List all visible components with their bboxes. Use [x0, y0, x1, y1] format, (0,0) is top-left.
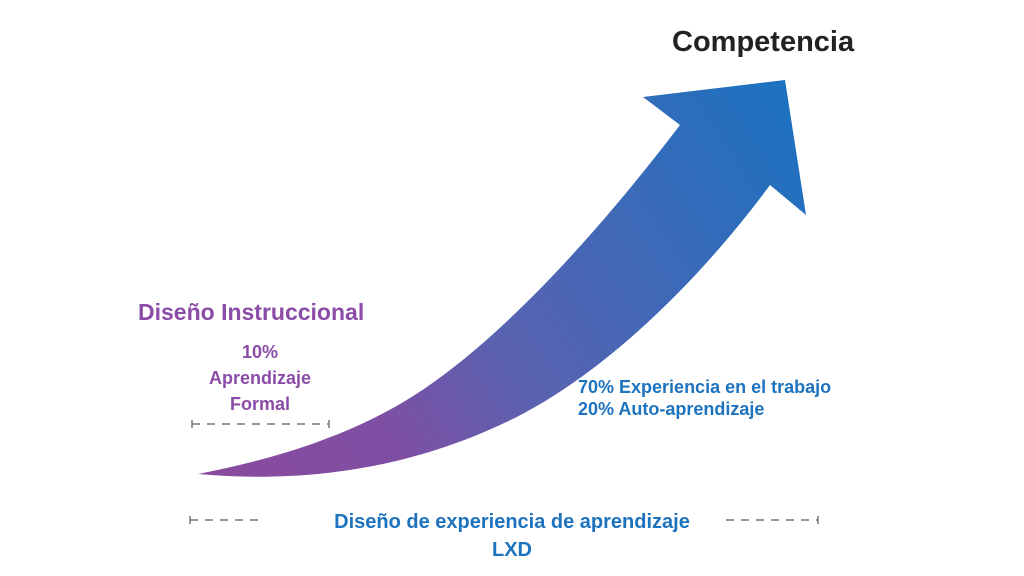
formal-line-3: Formal — [229, 394, 290, 414]
lxd-line-2: LXD — [492, 539, 532, 561]
bottom-left-dashed-line — [189, 516, 262, 524]
self-learning-label: 20% Auto-aprendizaje — [578, 399, 765, 419]
experience-labels: 70% Experiencia en el trabajo 20% Auto-a… — [578, 376, 831, 420]
formal-learning-label: 10% Aprendizaje Formal — [190, 339, 330, 417]
lxd-line-1: Diseño de experiencia de aprendizaje — [334, 511, 690, 533]
left-dashed-bracket — [191, 420, 330, 428]
formal-percent: 10% — [241, 342, 279, 362]
arrow-shape — [198, 80, 806, 477]
lxd-label: Diseño de experiencia de aprendizaje LXD — [262, 508, 762, 564]
bottom-right-dashed-line — [726, 516, 819, 524]
work-experience-label: 70% Experiencia en el trabajo — [578, 377, 832, 397]
instructional-design-heading: Diseño Instruccional — [138, 299, 365, 325]
competencia-title: Competencia — [672, 26, 855, 58]
formal-line-2: Aprendizaje — [208, 368, 312, 388]
